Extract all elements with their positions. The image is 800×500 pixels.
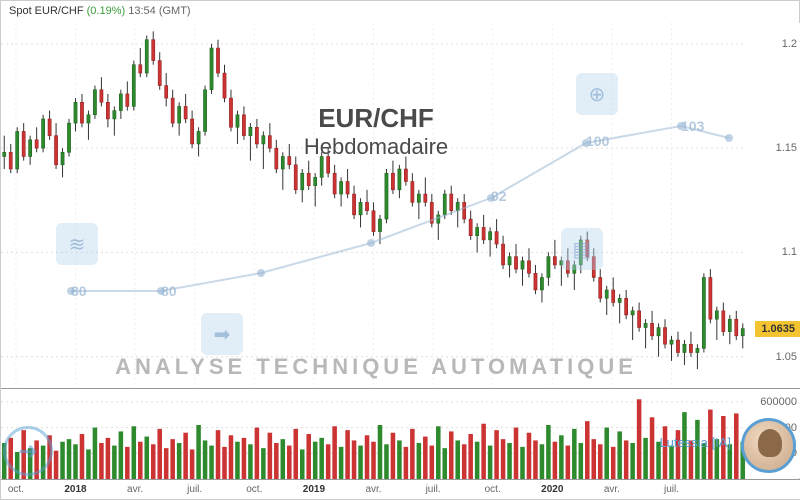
price-ytick: 1.2 xyxy=(782,38,797,50)
watermark-icon: ≋ xyxy=(56,223,98,265)
watermark-icon: ➡ xyxy=(201,313,243,355)
watermark-icon: ▤ xyxy=(561,228,603,270)
xaxis-label: avr. xyxy=(365,484,381,495)
price-ytick: 1.15 xyxy=(776,142,797,154)
wm-value-label: 80 xyxy=(161,283,177,299)
xaxis-label: 2018 xyxy=(64,484,86,495)
price-ytick: 1.05 xyxy=(776,351,797,363)
brand-label: Lutessia [IA] xyxy=(659,435,731,450)
nav-arrow-icon[interactable]: ➜ xyxy=(3,426,53,476)
wm-value-label: 80 xyxy=(71,283,87,299)
volume-ytick: 600000 xyxy=(760,396,797,408)
xaxis-label: 2019 xyxy=(303,484,325,495)
volume-chart[interactable]: 200000400000600000 Lutessia [IA] ➜ xyxy=(1,388,800,478)
time-axis: oct. 2018 avr. juil. oct. 2019 avr. juil. oct. 20… xyxy=(1,479,800,499)
timestamp: 13:54 xyxy=(128,5,156,17)
watermark-icon: ⊕ xyxy=(576,73,618,115)
xaxis-label: oct. xyxy=(8,484,24,495)
xaxis-label: oct. xyxy=(485,484,501,495)
price-change: (0.19%) xyxy=(87,5,126,17)
xaxis-label: avr. xyxy=(127,484,143,495)
xaxis-label: avr. xyxy=(604,484,620,495)
wm-value-label: 100 xyxy=(586,133,609,149)
avatar[interactable] xyxy=(741,418,796,473)
candlestick-svg xyxy=(1,23,800,388)
price-ytick: 1.1 xyxy=(782,246,797,258)
instrument-name: Spot EUR/CHF xyxy=(9,5,84,17)
xaxis-label: juil. xyxy=(187,484,202,495)
chart-header: Spot EUR/CHF (0.19%) 13:54 (GMT) xyxy=(1,1,799,21)
price-chart[interactable]: EUR/CHF Hebdomadaire ANALYSE TECHNIQUE A… xyxy=(1,23,800,388)
wm-value-label: 103 xyxy=(681,118,704,134)
xaxis-label: oct. xyxy=(246,484,262,495)
timezone: (GMT) xyxy=(159,5,191,17)
xaxis-label: juil. xyxy=(664,484,679,495)
volume-svg xyxy=(1,389,800,479)
wm-value-label: 92 xyxy=(491,188,507,204)
current-price-marker: 1.0635 xyxy=(755,321,800,337)
xaxis-label: juil. xyxy=(426,484,441,495)
xaxis-label: 2020 xyxy=(541,484,563,495)
